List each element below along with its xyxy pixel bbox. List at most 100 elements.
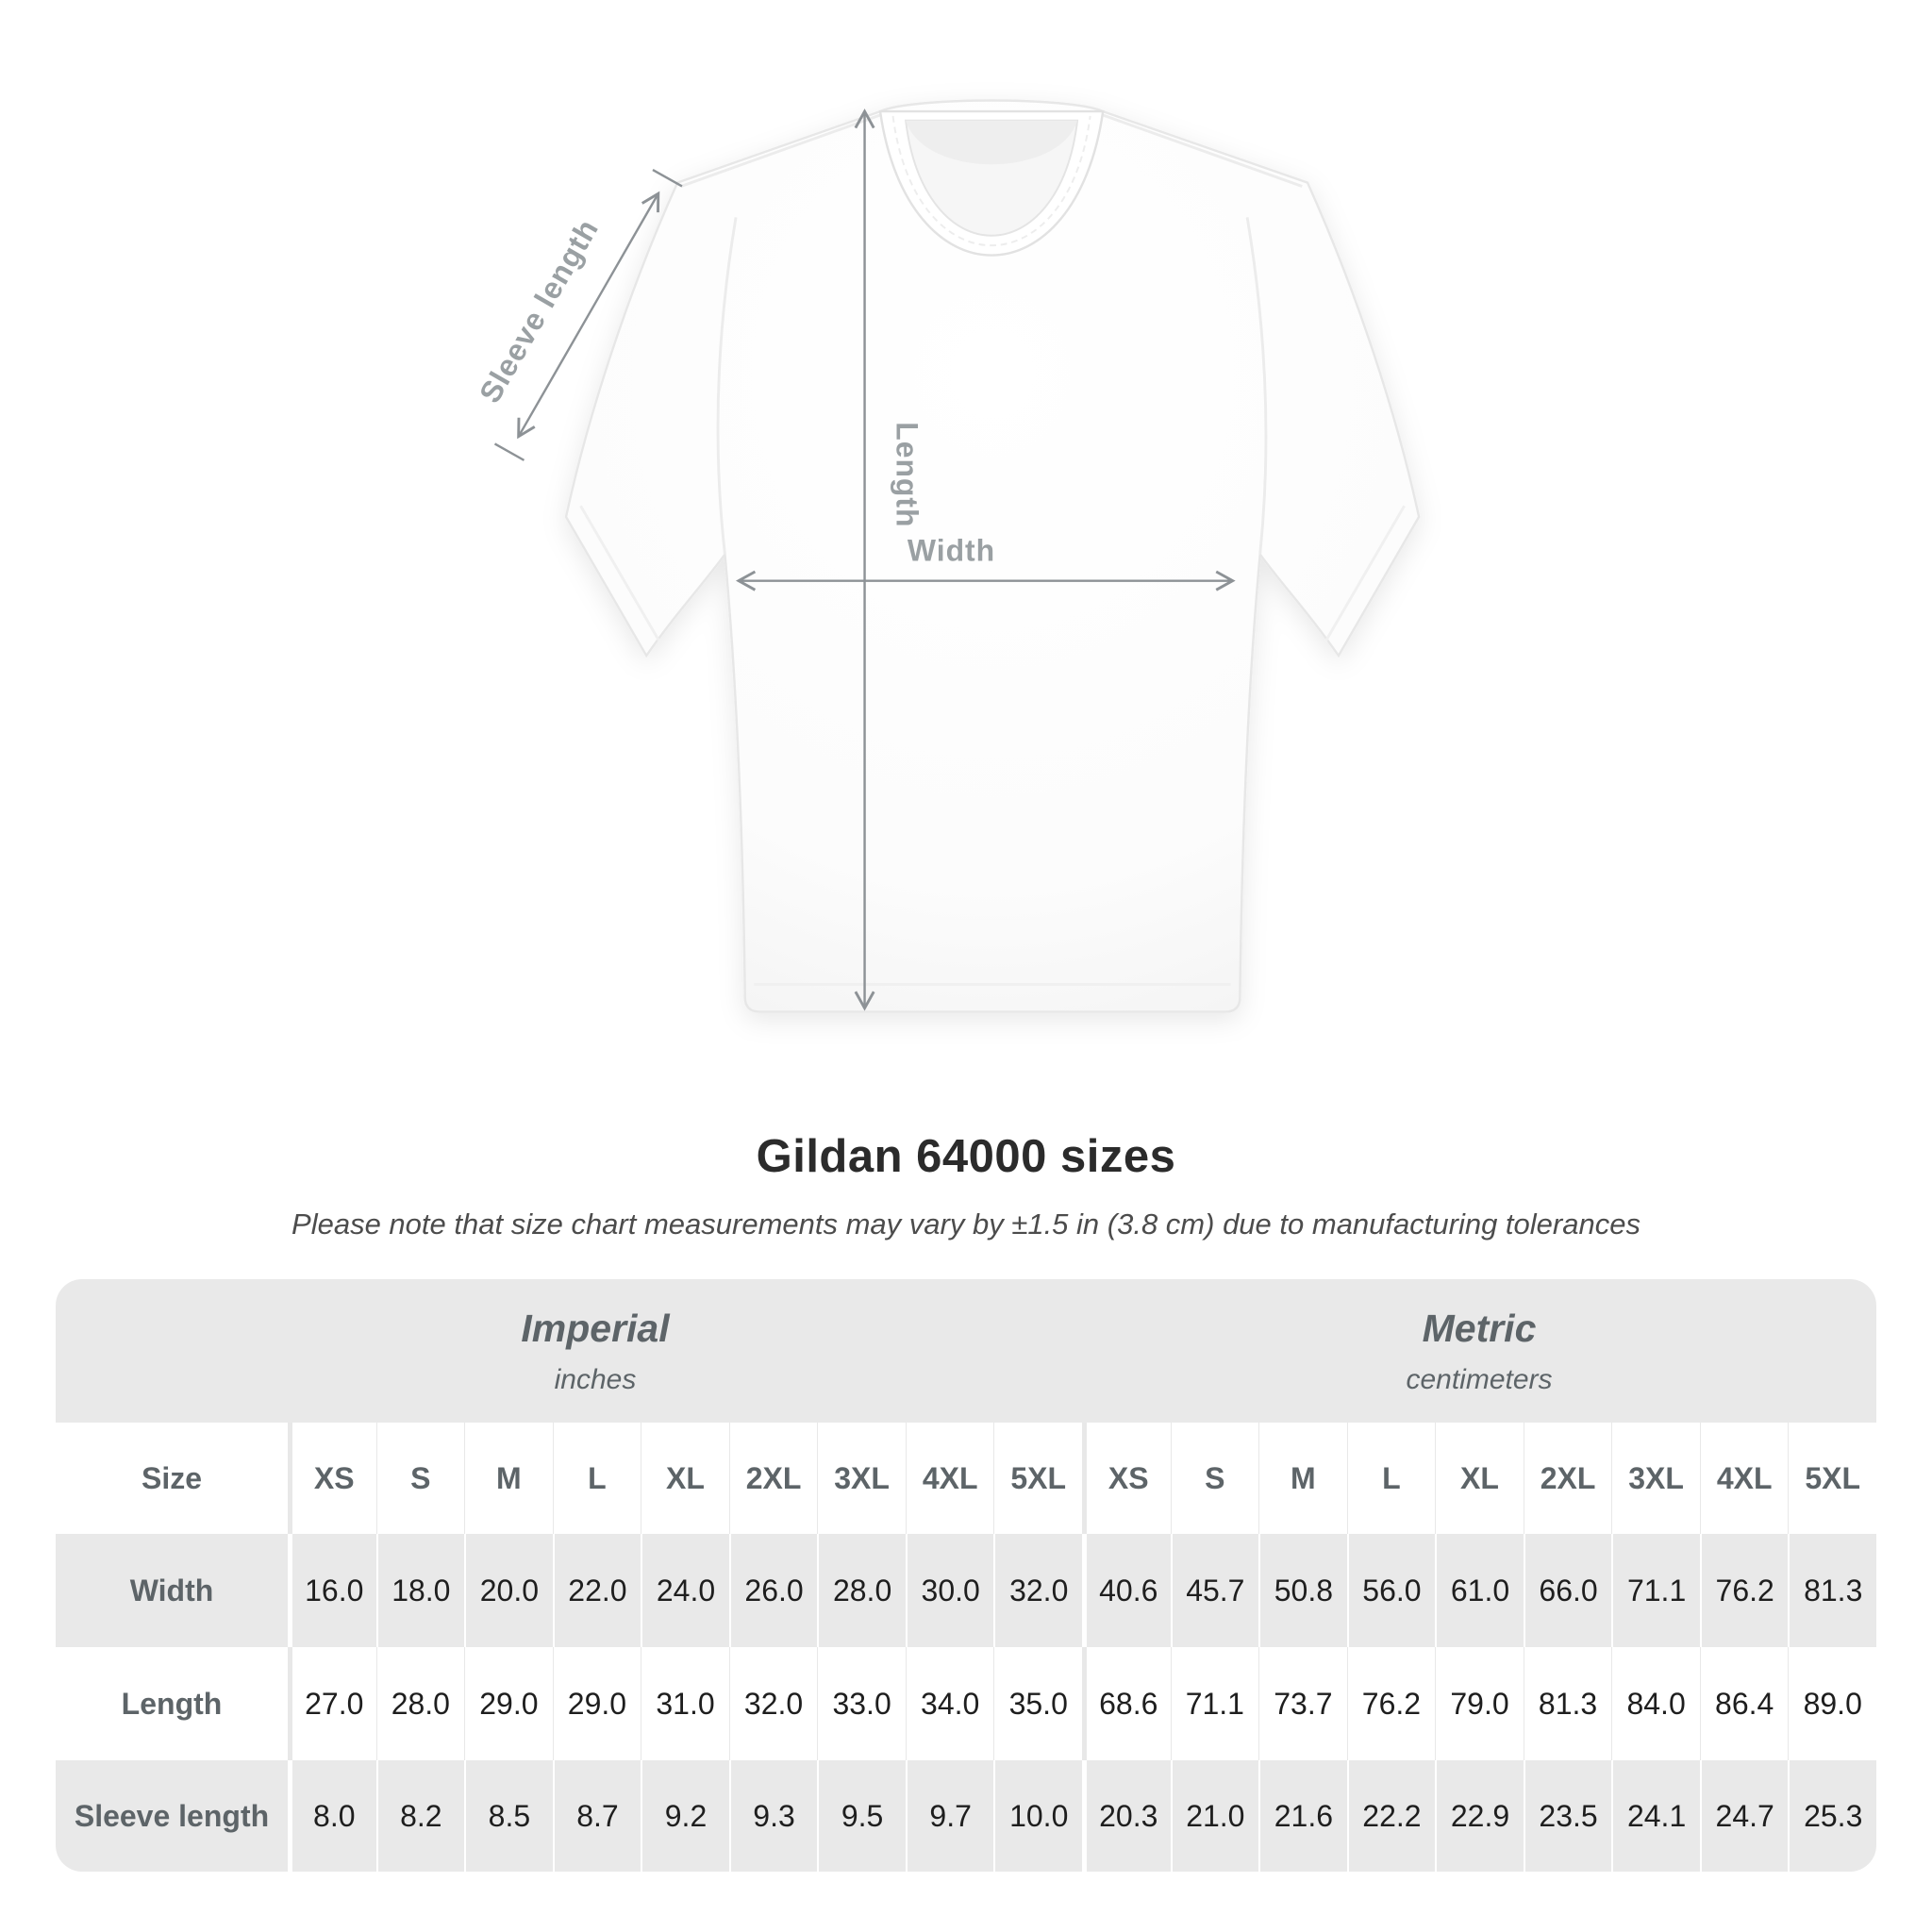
value-cell: 33.0 — [817, 1647, 906, 1760]
value-cell: 27.0 — [288, 1647, 376, 1760]
size-header-cell: L — [1346, 1423, 1436, 1534]
row-label: Sleeve length — [56, 1760, 288, 1872]
value-cell: 89.0 — [1788, 1647, 1876, 1760]
value-cell: 25.3 — [1788, 1760, 1876, 1872]
value-cell: 81.3 — [1788, 1534, 1876, 1647]
value-cell: 61.0 — [1435, 1534, 1524, 1647]
tshirt-illustration — [564, 99, 1421, 1013]
value-cell: 24.7 — [1699, 1760, 1789, 1872]
value-cell: 10.0 — [993, 1760, 1082, 1872]
value-cell: 24.0 — [641, 1534, 729, 1647]
imperial-group-title: Imperial — [521, 1306, 670, 1350]
value-cell: 32.0 — [728, 1647, 818, 1760]
imperial-group-unit: inches — [554, 1363, 637, 1395]
value-cell: 8.5 — [464, 1760, 553, 1872]
row-label: Width — [56, 1534, 288, 1647]
left-cuff-stitch — [579, 505, 661, 642]
value-cell: 23.5 — [1523, 1760, 1612, 1872]
left-shoulder-seam — [680, 113, 881, 188]
value-cell: 45.7 — [1170, 1534, 1259, 1647]
value-cell: 76.2 — [1346, 1647, 1436, 1760]
value-cell: 28.0 — [817, 1534, 906, 1647]
value-cell: 66.0 — [1523, 1534, 1612, 1647]
tshirt-diagram-svg: Length Width Sleeve length — [473, 99, 1421, 1013]
value-cell: 35.0 — [993, 1647, 1082, 1760]
size-header-cell: 4XL — [905, 1423, 994, 1534]
value-cell: 32.0 — [993, 1534, 1082, 1647]
value-cell: 50.8 — [1258, 1534, 1347, 1647]
value-cell: 73.7 — [1258, 1647, 1347, 1760]
size-header-cell: 3XL — [817, 1423, 906, 1534]
row-label: Length — [56, 1647, 288, 1760]
value-cell: 8.7 — [552, 1760, 641, 1872]
size-header-cell: M — [1258, 1423, 1347, 1534]
size-header-cell: XL — [1435, 1423, 1524, 1534]
sleeve-end-tick-bottom — [493, 442, 525, 461]
value-cell: 8.0 — [288, 1760, 376, 1872]
value-cell: 9.3 — [728, 1760, 818, 1872]
value-cell: 56.0 — [1346, 1534, 1436, 1647]
value-cell: 34.0 — [905, 1647, 994, 1760]
size-header-cell: 3XL — [1611, 1423, 1700, 1534]
tolerance-note: Please note that size chart measurements… — [291, 1208, 1641, 1241]
value-cell: 16.0 — [288, 1534, 376, 1647]
size-header-cell: S — [1170, 1423, 1259, 1534]
size-header-cell: XS — [1082, 1423, 1171, 1534]
metric-group-header: Metric centimeters — [1082, 1279, 1876, 1423]
value-cell: 68.6 — [1082, 1647, 1171, 1760]
size-header-cell: 2XL — [728, 1423, 818, 1534]
right-sleeve-seam — [1245, 217, 1268, 555]
value-cell: 29.0 — [552, 1647, 641, 1760]
size-header-cell: S — [375, 1423, 465, 1534]
value-cell: 71.1 — [1611, 1534, 1700, 1647]
sleeve-end-tick-top — [652, 168, 683, 188]
tshirt-diagram: Length Width Sleeve length — [473, 99, 1421, 1013]
size-header-cell: 5XL — [1788, 1423, 1876, 1534]
value-cell: 28.0 — [375, 1647, 465, 1760]
value-cell: 20.0 — [464, 1534, 553, 1647]
length-label: Length — [890, 422, 924, 527]
size-header-cell: XL — [641, 1423, 729, 1534]
size-header-cell: 2XL — [1523, 1423, 1612, 1534]
value-cell: 79.0 — [1435, 1647, 1524, 1760]
value-cell: 29.0 — [464, 1647, 553, 1760]
size-column-header: Size — [56, 1423, 288, 1534]
value-cell: 21.6 — [1258, 1760, 1347, 1872]
value-cell: 26.0 — [728, 1534, 818, 1647]
width-label: Width — [908, 533, 995, 567]
sleeve-length-label: Sleeve length — [473, 213, 605, 408]
tshirt-body — [564, 99, 1421, 1013]
size-header-cell: 4XL — [1699, 1423, 1789, 1534]
collar-back-shadow — [906, 120, 1078, 165]
value-cell: 9.5 — [817, 1760, 906, 1872]
value-cell: 84.0 — [1611, 1647, 1700, 1760]
value-cell: 22.0 — [552, 1534, 641, 1647]
value-cell: 9.7 — [905, 1760, 994, 1872]
value-cell: 86.4 — [1699, 1647, 1789, 1760]
value-cell: 22.2 — [1346, 1760, 1436, 1872]
dimension-annotations — [493, 108, 1236, 1011]
size-header-cell: XS — [288, 1423, 376, 1534]
metric-group-title: Metric — [1422, 1306, 1537, 1350]
value-cell: 24.1 — [1611, 1760, 1700, 1872]
value-cell: 31.0 — [641, 1647, 729, 1760]
value-cell: 8.2 — [375, 1760, 465, 1872]
value-cell: 76.2 — [1699, 1534, 1789, 1647]
size-table: Imperial inches Metric centimeters Size X… — [56, 1279, 1876, 1872]
collar-stitch — [891, 115, 1091, 247]
value-cell: 18.0 — [375, 1534, 465, 1647]
left-sleeve-seam — [716, 217, 738, 555]
value-cell: 9.2 — [641, 1760, 729, 1872]
size-header-cell: M — [464, 1423, 553, 1534]
value-cell: 21.0 — [1170, 1760, 1259, 1872]
value-cell: 22.9 — [1435, 1760, 1524, 1872]
sleeve-dimension-line — [517, 191, 660, 440]
size-header-cell: L — [552, 1423, 641, 1534]
metric-group-unit: centimeters — [1406, 1363, 1553, 1395]
size-header-cell: 5XL — [993, 1423, 1082, 1534]
right-shoulder-seam — [1102, 113, 1303, 188]
imperial-group-header: Imperial inches — [56, 1279, 1082, 1423]
page-title: Gildan 64000 sizes — [756, 1131, 1176, 1182]
value-cell: 40.6 — [1082, 1534, 1171, 1647]
